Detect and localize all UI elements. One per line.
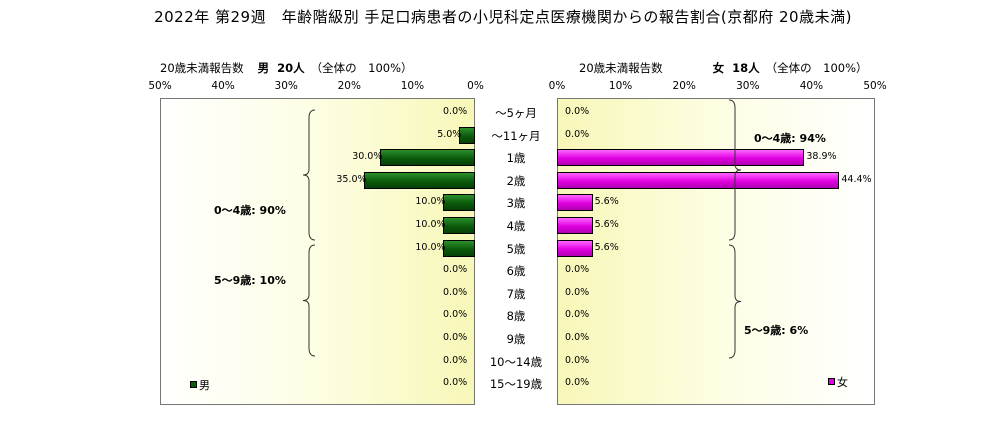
chart-title: 2022年 第29週 年齢階級別 手足口病患者の小児科定点医療機関からの報告割合… [154, 8, 852, 26]
male-bar [364, 171, 475, 189]
female-header: 20歳未満報告数 女 18人 （全体の 100%） [579, 60, 868, 76]
male-data-label: 0.0% [443, 377, 468, 389]
female-x-tick-label: 40% [799, 80, 824, 92]
female-legend-swatch [828, 378, 835, 385]
male-data-label: 10.0% [415, 196, 446, 208]
male-data-label: 35.0% [336, 173, 367, 185]
male-data-label: 0.0% [443, 286, 468, 298]
male-header-label: 20歳未満報告数 [160, 61, 244, 75]
female-data-label: 0.0% [565, 354, 590, 366]
female-data-label: 0.0% [565, 106, 590, 117]
female-header-sex: 女 [712, 61, 725, 75]
female-data-label: 0.0% [565, 264, 590, 276]
male-header: 20歳未満報告数男 20人 （全体の 100%） [160, 60, 413, 76]
female-data-label: 44.4% [841, 173, 872, 185]
male-legend-label: 男 [199, 379, 210, 392]
category-label: 9歳 [506, 332, 526, 346]
female-data-label: 0.0% [565, 377, 590, 389]
male-group-0-4-annotation: 0～4歳: 90% [214, 204, 286, 217]
male-data-label: 10.0% [415, 219, 446, 230]
female-bar [557, 217, 593, 234]
male-data-label: 0.0% [443, 264, 468, 276]
female-data-label: 5.6% [594, 241, 619, 253]
male-legend-swatch [190, 381, 197, 388]
male-legend: 男 [190, 377, 210, 393]
female-data-label: 0.0% [565, 128, 590, 140]
category-label: 6歳 [506, 264, 526, 279]
female-data-label: 5.6% [594, 196, 619, 208]
male-header-total: （全体の 100%） [310, 61, 413, 75]
male-bar [459, 126, 475, 144]
male-brace-0-4 [302, 109, 316, 241]
female-header-label: 20歳未満報告数 [579, 61, 663, 75]
female-data-label: 5.6% [594, 219, 619, 230]
female-x-tick-label: 30% [736, 80, 760, 92]
male-x-tick-label: 10% [400, 80, 425, 92]
female-group-0-4-annotation: 0～4歳: 94% [754, 132, 826, 145]
category-label: 5歳 [506, 241, 526, 256]
female-plot-area [557, 98, 875, 405]
male-bar [443, 217, 475, 234]
male-data-label: 10.0% [415, 241, 446, 253]
category-label: ～5ヶ月 [495, 106, 537, 120]
male-data-label: 0.0% [443, 309, 468, 321]
category-label: 1歳 [506, 151, 526, 166]
category-label: 3歳 [506, 196, 526, 211]
male-bar [443, 194, 475, 212]
male-bar [443, 239, 475, 257]
male-header-count: 20人 [277, 61, 305, 75]
female-x-tick-label: 10% [608, 80, 633, 92]
category-label: 4歳 [506, 219, 526, 233]
male-brace-5-9 [302, 244, 316, 357]
male-header-sex: 男 [257, 61, 270, 75]
female-x-tick-label: 0% [548, 80, 566, 92]
category-label: 10～14歳 [489, 354, 543, 369]
male-x-tick-label: 50% [148, 80, 172, 92]
male-x-tick-label: 0% [467, 80, 484, 92]
female-data-label: 0.0% [565, 332, 590, 343]
female-header-total: （全体の 100%） [765, 61, 868, 75]
female-data-label: 0.0% [565, 286, 590, 298]
category-label: 2歳 [506, 173, 526, 188]
female-header-count: 18人 [732, 61, 760, 75]
male-x-tick-label: 40% [211, 80, 235, 92]
female-x-tick-label: 20% [672, 80, 696, 92]
female-bar [557, 171, 840, 189]
male-group-5-9-annotation: 5～9歳: 10% [214, 274, 286, 287]
female-data-label: 38.9% [806, 151, 837, 163]
male-data-label: 5.0% [437, 128, 462, 140]
male-data-label: 0.0% [443, 106, 468, 117]
female-bar [557, 149, 805, 167]
female-legend: 女 [828, 374, 848, 390]
category-label: 15～19歳 [489, 377, 543, 392]
female-bar [557, 239, 593, 257]
female-data-label: 0.0% [565, 309, 590, 321]
male-x-tick-label: 30% [274, 80, 298, 92]
female-legend-label: 女 [837, 376, 848, 389]
category-label: 7歳 [506, 286, 526, 301]
male-data-label: 0.0% [443, 354, 468, 366]
male-x-tick-label: 20% [337, 80, 361, 92]
male-bar [380, 149, 475, 167]
female-group-5-9-annotation: 5～9歳: 6% [744, 324, 809, 337]
female-brace-5-9 [728, 244, 742, 359]
female-bar [557, 194, 593, 212]
category-label: ～11ヶ月 [491, 128, 541, 143]
category-label: 8歳 [506, 309, 526, 324]
male-data-label: 0.0% [443, 332, 468, 343]
female-brace-0-4 [728, 99, 742, 241]
male-data-label: 30.0% [352, 151, 383, 163]
male-plot-area [160, 98, 475, 405]
female-x-tick-label: 50% [863, 80, 887, 92]
